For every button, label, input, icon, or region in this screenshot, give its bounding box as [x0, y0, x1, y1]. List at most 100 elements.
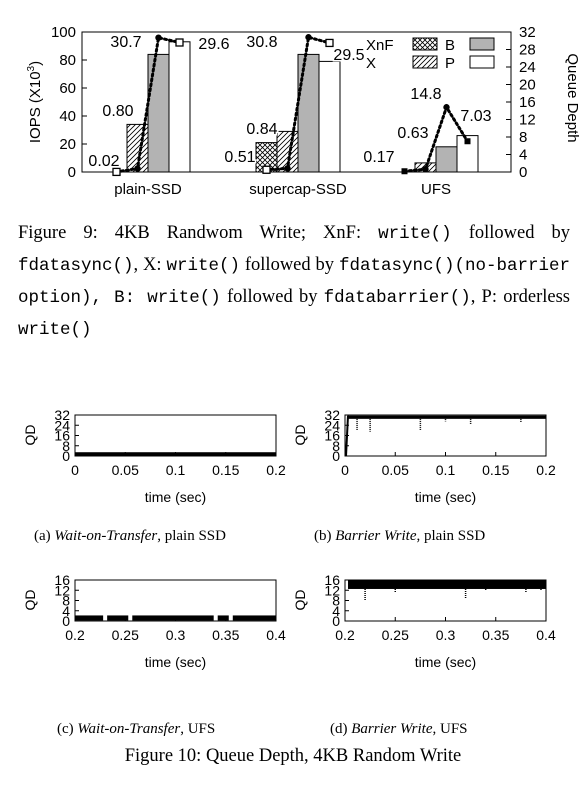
qd-marker [175, 38, 184, 47]
qd-data-label: 0.80 [102, 103, 133, 120]
y2-tick-label: 4 [519, 147, 527, 164]
x-tick-label: 0.4 [536, 627, 556, 643]
y-tick-label: 8 [62, 438, 70, 454]
y-tick-label: 16 [324, 572, 340, 588]
qd-ramp [345, 415, 349, 457]
y-axis-label: IOPS (X103) [26, 61, 44, 143]
qd-y-label: QD [292, 425, 308, 446]
subcaption-a: (a) Wait-on-Transfer, plain SSD [34, 528, 226, 544]
y-tick-label: 16 [324, 428, 340, 444]
x-tick-label: 0.25 [382, 627, 409, 643]
qd-data-label: 0.84 [246, 121, 277, 138]
bar-X-plain-SSD [168, 41, 191, 173]
qd-marker [112, 167, 121, 177]
bar-XnF-UFS [435, 146, 458, 173]
bar-X-supercap-SSD [318, 60, 341, 173]
plot-frame [74, 579, 277, 622]
y-tick-label: 20 [59, 136, 76, 153]
figure-9-caption: Figure 9: 4KB Randwom Write; XnF: write(… [18, 223, 571, 340]
qd-trace [348, 580, 546, 589]
y2-tick-label: 0 [519, 164, 527, 181]
y-tick-label: 60 [59, 80, 76, 97]
y-tick-label: 32 [54, 407, 70, 423]
y-tick-label: 0 [332, 448, 340, 464]
qd-line-plain-SSD [115, 35, 181, 174]
qd-trace [75, 615, 104, 621]
qd-data-label: 29.6 [198, 36, 229, 53]
qd-marker [443, 104, 450, 111]
y-tick-label: 8 [62, 593, 70, 609]
y-tick-label: 8 [332, 438, 340, 454]
x-tick-label: 0.35 [212, 627, 239, 643]
y2-tick-label: 32 [519, 24, 536, 41]
x-tick-label: 0.1 [436, 462, 456, 478]
plot-frame [344, 579, 547, 622]
qd-marker [325, 38, 334, 48]
qd-marker [284, 165, 291, 172]
qd-trace [132, 615, 214, 621]
figure-10-caption: Figure 10: Queue Depth, 4KB Random Write [124, 746, 462, 766]
qd-marker [155, 34, 162, 41]
legend-label-X: X [366, 55, 376, 72]
y-tick-label: 8 [332, 593, 340, 609]
legend-label-B: B [445, 37, 455, 54]
qd-line-supercap-SSD [265, 35, 331, 172]
qd-data-label: 0.02 [88, 153, 119, 170]
qd-data-label: 30.8 [246, 34, 277, 51]
qd-data-label: 14.8 [410, 86, 441, 103]
x-tick-label: 0.25 [112, 627, 139, 643]
bar-XnF-plain-SSD [147, 53, 170, 173]
y-tick-label: 100 [51, 24, 76, 41]
y2-tick-label: 20 [519, 77, 536, 94]
qd-marker [134, 165, 141, 172]
x-category-label: supercap-SSD [249, 181, 347, 198]
x-category-label: UFS [421, 181, 451, 198]
x-tick-label: 0.15 [482, 462, 509, 478]
y2-tick-label: 12 [519, 112, 536, 129]
y-tick-label: 24 [54, 417, 70, 433]
qd-marker [262, 165, 271, 174]
qd-data-label: 0.17 [363, 149, 394, 166]
legend-label-P: P [445, 55, 455, 72]
y-tick-label: 0 [332, 613, 340, 629]
qd-marker [401, 168, 408, 175]
qd-marker [464, 138, 471, 145]
x-tick-label: 0.3 [166, 627, 186, 643]
qd-line-UFS [403, 103, 469, 173]
qd-marker [422, 166, 429, 173]
y-tick-label: 12 [324, 582, 340, 598]
qd-data-label: 0.63 [397, 125, 428, 142]
qd-trace [232, 615, 276, 621]
y-tick-label: 0 [62, 613, 70, 629]
plot-frame [344, 414, 547, 457]
y2-tick-label: 24 [519, 59, 536, 76]
qd-trace [107, 615, 129, 621]
qd-x-label: time (sec) [415, 489, 476, 505]
y-tick-label: 16 [54, 572, 70, 588]
qd-x-label: time (sec) [145, 489, 206, 505]
y2-tick-label: 8 [519, 129, 527, 146]
x-tick-label: 0.15 [212, 462, 239, 478]
qd-x-label: time (sec) [145, 654, 206, 670]
y-tick-label: 4 [332, 603, 340, 619]
x-tick-label: 0.2 [536, 462, 556, 478]
x-tick-label: 0.3 [436, 627, 456, 643]
bar-X-UFS [456, 135, 479, 173]
qd-data-label: 7.03 [460, 108, 491, 125]
x-tick-label: 0.2 [335, 627, 355, 643]
figure-9-chart: IOPS (X103) Queue Depth 0204060801000481… [26, 24, 581, 198]
y2-tick-label: 28 [519, 42, 536, 59]
qd-data-label: 0.51 [224, 149, 255, 166]
x-tick-label: 0.4 [266, 627, 286, 643]
qd-trace [75, 452, 276, 457]
y-tick-label: 16 [54, 428, 70, 444]
x-tick-label: 0 [341, 462, 349, 478]
x-tick-label: 0.2 [266, 462, 286, 478]
qd-y-label: QD [22, 590, 38, 611]
subcaption-d: (d) Barrier Write, UFS [330, 721, 468, 737]
plot-frame [74, 414, 277, 457]
